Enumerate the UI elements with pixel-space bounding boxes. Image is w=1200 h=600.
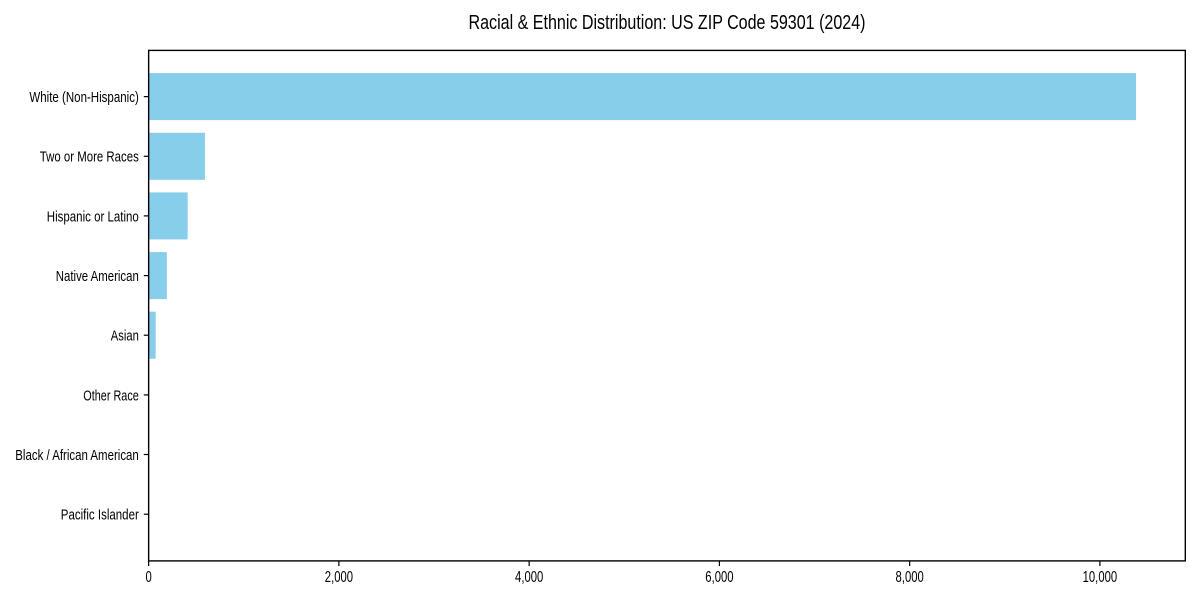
svg-text:Two or More Races: Two or More Races <box>40 149 139 166</box>
svg-text:Pacific Islander: Pacific Islander <box>61 507 139 524</box>
svg-text:Native American: Native American <box>56 268 139 285</box>
svg-text:Black / African American: Black / African American <box>15 447 139 464</box>
svg-text:10,000: 10,000 <box>1083 569 1118 586</box>
svg-text:Other Race: Other Race <box>83 387 139 404</box>
svg-text:White (Non-Hispanic): White (Non-Hispanic) <box>29 89 138 106</box>
svg-text:Asian: Asian <box>111 328 139 345</box>
svg-text:Hispanic or Latino: Hispanic or Latino <box>47 208 139 225</box>
svg-text:2,000: 2,000 <box>325 569 353 586</box>
svg-text:6,000: 6,000 <box>705 569 733 586</box>
svg-text:4,000: 4,000 <box>515 569 543 586</box>
svg-text:8,000: 8,000 <box>896 569 924 586</box>
svg-text:Racial & Ethnic Distribution:: Racial & Ethnic Distribution: US ZIP Cod… <box>469 11 866 34</box>
svg-text:0: 0 <box>146 569 152 586</box>
